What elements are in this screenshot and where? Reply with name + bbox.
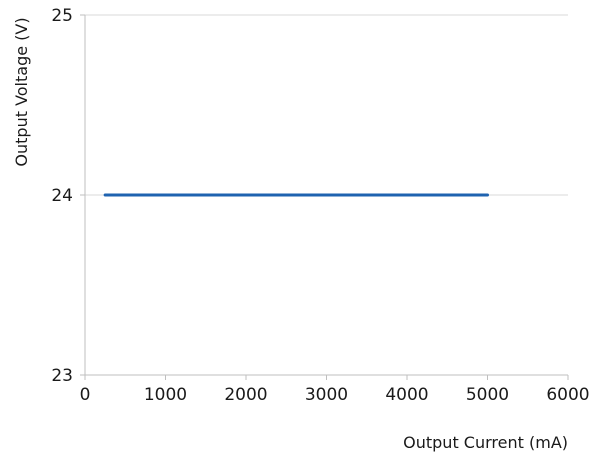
x-tick-label-1000: 1000 (144, 385, 187, 405)
x-tick-label-0: 0 (80, 385, 91, 405)
y-tick-label-23: 23 (51, 366, 73, 386)
y-tick-label-25: 25 (51, 6, 73, 26)
grid (85, 14, 568, 196)
x-axis-title: Output Current (mA) (403, 433, 568, 452)
axes (80, 14, 569, 380)
x-tick-labels: 0 1000 2000 3000 4000 5000 6000 (80, 385, 590, 405)
x-tick-label-3000: 3000 (305, 385, 348, 405)
x-tick-label-4000: 4000 (385, 385, 428, 405)
x-tick-label-2000: 2000 (224, 385, 267, 405)
x-tick-label-6000: 6000 (546, 385, 589, 405)
x-tick-label-5000: 5000 (466, 385, 509, 405)
y-tick-labels: 23 24 25 (51, 6, 73, 386)
y-tick-label-24: 24 (51, 186, 73, 206)
y-axis-title: Output Voltage (V) (12, 17, 31, 166)
